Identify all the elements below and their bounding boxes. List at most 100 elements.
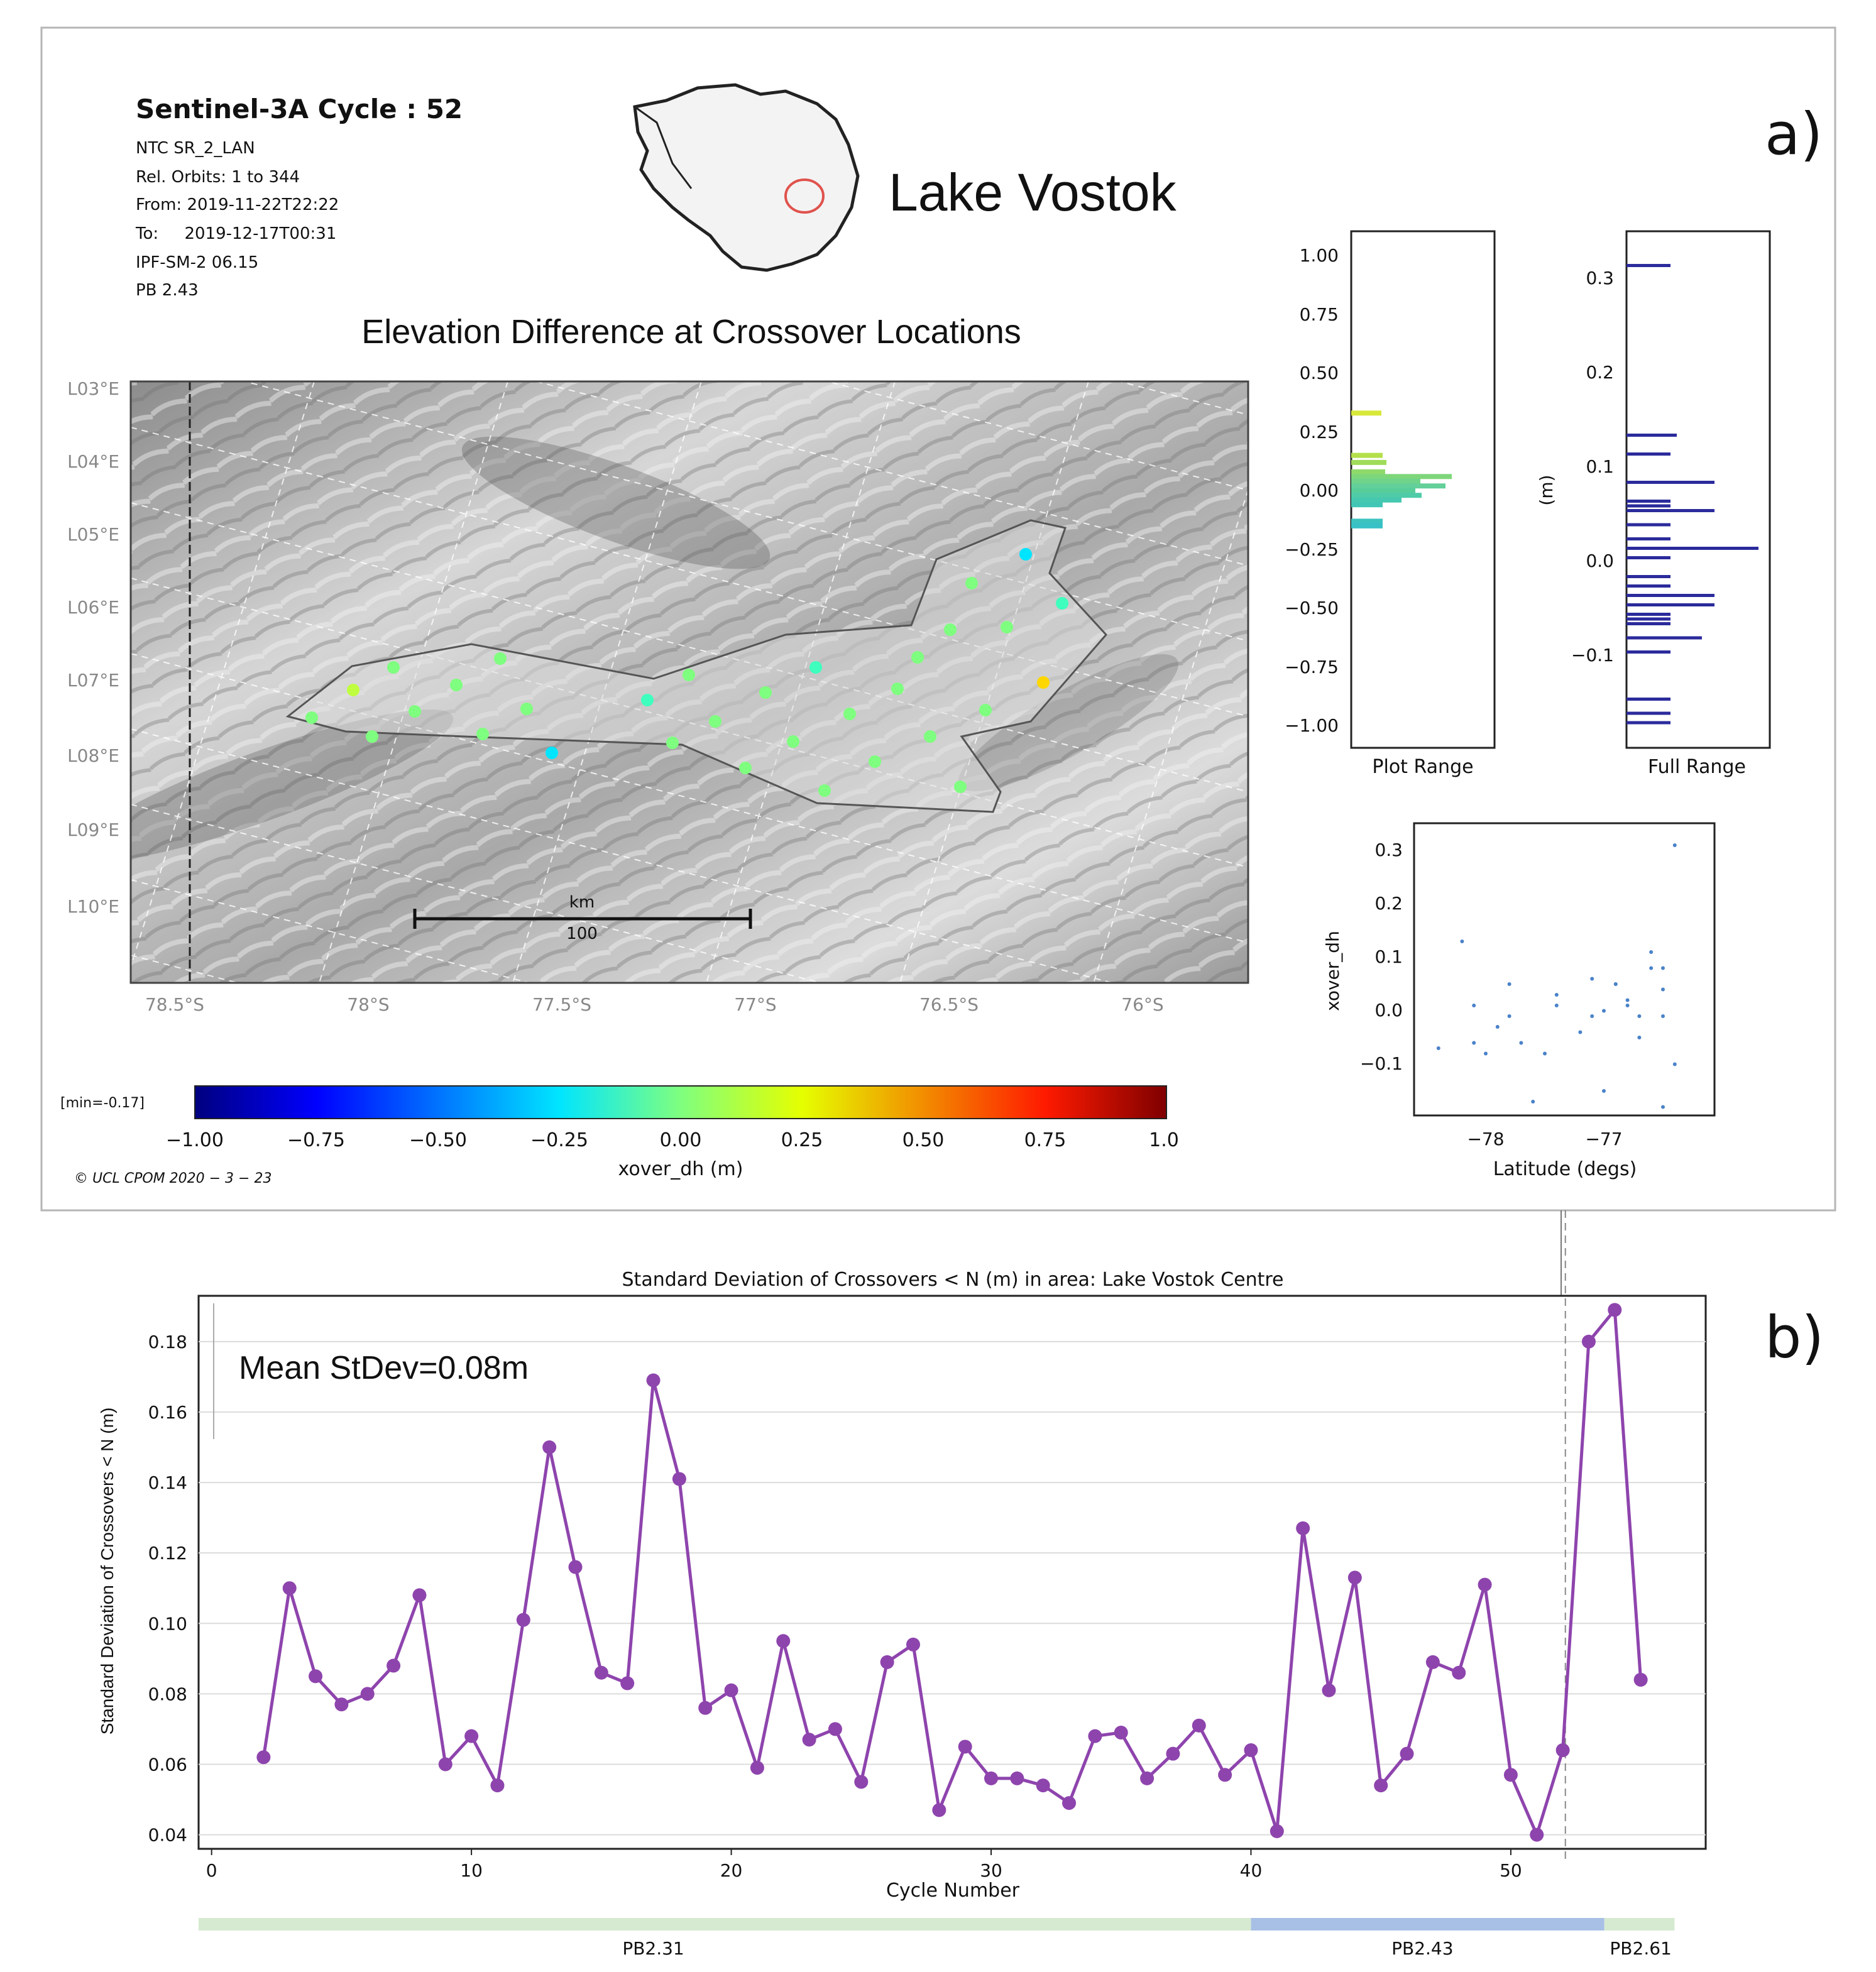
scatter-point: [1672, 843, 1677, 847]
x-tick-label: 40: [1240, 1860, 1263, 1881]
histogram-bar: [1351, 493, 1422, 498]
data-point: [1296, 1521, 1310, 1535]
lon-label: L06°E: [67, 597, 119, 618]
crossover-point: [494, 652, 507, 665]
histogram-bar: [1626, 594, 1714, 597]
crossover-point: [1019, 548, 1032, 561]
data-point: [1062, 1796, 1077, 1810]
lake-outline: [285, 519, 1108, 813]
data-point: [1400, 1746, 1414, 1761]
histogram-bar: [1626, 575, 1670, 578]
colorbar-tick: 0.00: [660, 1129, 702, 1151]
hist-plot-tick: 0.50: [1300, 363, 1339, 383]
data-point: [1425, 1655, 1440, 1669]
hist-full-xlabel: Full Range: [1648, 756, 1746, 778]
y-tick-label: 0.04: [148, 1825, 187, 1846]
lon-label: L08°E: [67, 745, 119, 766]
data-point: [672, 1472, 686, 1486]
histogram-bar: [1626, 504, 1670, 508]
data-point: [1633, 1672, 1648, 1687]
histogram-bar: [1626, 509, 1714, 512]
scatter-ytick: 0.1: [1374, 946, 1403, 967]
crossover-point: [520, 703, 533, 715]
pb-band-label: PB2.61: [1610, 1938, 1671, 1959]
scatter-ylabel: xover_dh: [1322, 931, 1343, 1011]
data-point: [516, 1613, 530, 1627]
crossover-point: [818, 784, 831, 797]
scatter-point: [1495, 1025, 1500, 1029]
scatter-point: [1625, 998, 1630, 1002]
crossover-point: [809, 661, 822, 674]
histogram-plot-range: 1.00 0.75 0.50 0.25 0.00 −0.25 −0.50 −0.…: [1285, 230, 1496, 778]
map-lat-labels: 78.5°S 78°S 77.5°S 77°S 76.5°S 76°S: [145, 994, 1164, 1015]
scatter-point: [1637, 1014, 1642, 1018]
data-point: [309, 1669, 323, 1684]
gridlines: [199, 1340, 1706, 1836]
graticule-line: [1868, 381, 1876, 983]
histogram-bar: [1626, 617, 1670, 621]
histogram-bar: [1351, 497, 1402, 503]
scatter-point: [1472, 1004, 1476, 1007]
graticule-line: [319, 381, 508, 983]
hist-plot-tick: 0.00: [1300, 480, 1339, 501]
hist-plot-tick: −0.75: [1285, 657, 1339, 677]
graticule-line: [131, 381, 315, 969]
crossover-point: [911, 651, 924, 664]
crossover-point: [739, 762, 752, 774]
panel-b-label: b): [1765, 1304, 1824, 1371]
crossover-point: [641, 694, 654, 706]
data-point: [984, 1771, 999, 1785]
scatter-point: [1672, 1062, 1677, 1066]
data-point: [906, 1637, 920, 1652]
data-point: [1503, 1768, 1518, 1782]
lon-label: L05°E: [67, 524, 119, 545]
y-tick-label: 0.06: [148, 1754, 187, 1775]
data-point: [776, 1634, 791, 1648]
histogram-full-range-bars: [1626, 264, 1758, 725]
graticule-line: [534, 381, 1248, 566]
scatter-point: [1602, 1089, 1606, 1093]
data-point: [1530, 1827, 1544, 1842]
data-point: [958, 1739, 972, 1754]
data-point: [1374, 1778, 1388, 1793]
scatter-point: [1554, 1004, 1559, 1007]
graticule-line: [131, 728, 1115, 983]
map-title: Elevation Difference at Crossover Locati…: [361, 313, 1021, 351]
histogram-bar: [1626, 636, 1702, 640]
crossover-point: [1037, 676, 1050, 689]
histogram-bar: [1351, 483, 1445, 489]
data-point: [724, 1683, 738, 1697]
crossover-point: [979, 704, 992, 716]
scatter-point: [1590, 977, 1594, 981]
y-tick-label: 0.14: [148, 1472, 187, 1493]
header-line: NTC SR_2_LAN: [136, 139, 255, 158]
lon-label: L04°E: [67, 451, 119, 472]
histogram-bar: [1626, 698, 1670, 701]
hist-plot-tick: −1.00: [1285, 715, 1339, 736]
graticule-line: [825, 381, 1248, 491]
crossover-point: [965, 577, 978, 589]
data-point: [620, 1676, 635, 1690]
scatter-point: [1578, 1030, 1583, 1034]
histogram-full-range: 0.3 0.2 0.1 0.0 −0.1 (m) Full Range: [1536, 230, 1771, 778]
hist-full-tick: 0.3: [1586, 268, 1614, 288]
colorbar-tick: −1.00: [166, 1129, 224, 1151]
y-tick-label: 0.12: [148, 1543, 187, 1564]
data-point: [1347, 1570, 1362, 1585]
location-name: Lake Vostok: [889, 163, 1177, 222]
pb-band: [199, 1918, 1251, 1931]
lat-label: 77.5°S: [532, 994, 591, 1015]
hist-full-tick: 0.2: [1586, 362, 1614, 383]
lat-label: 77°S: [734, 994, 776, 1015]
data-point: [412, 1588, 427, 1602]
crossover-point: [1056, 597, 1068, 610]
hist-plot-tick: 0.25: [1300, 422, 1339, 442]
data-point: [646, 1373, 661, 1388]
line-chart: 0.04 0.06 0.08 0.10 0.12 0.14 0.16 0.18 0 10 20 30…: [148, 1210, 1707, 1881]
scatter-latitude: 0.3 0.2 0.1 0.0 −0.1 −78 −77 xover_dh La…: [1322, 822, 1716, 1180]
crossover-point: [843, 708, 856, 720]
lon-label: L03°E: [67, 378, 119, 399]
scatter-point: [1507, 982, 1511, 986]
header-line: PB 2.43: [136, 281, 199, 300]
colorbar-label: xover_dh (m): [618, 1158, 743, 1180]
